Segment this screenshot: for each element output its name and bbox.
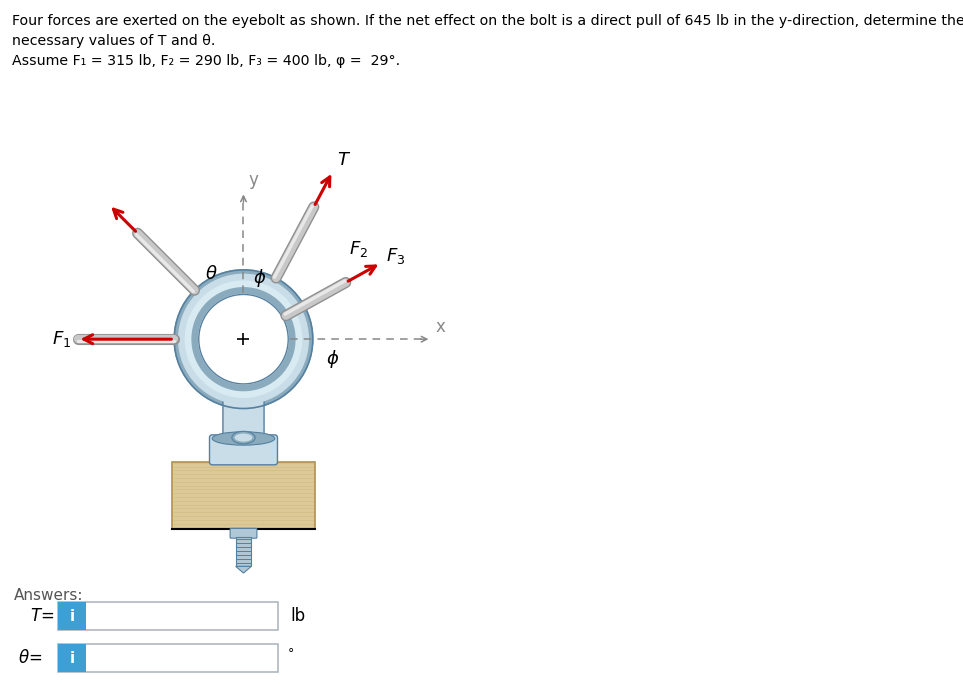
Circle shape bbox=[198, 294, 288, 384]
FancyBboxPatch shape bbox=[230, 528, 257, 538]
Ellipse shape bbox=[232, 431, 255, 444]
Text: $\phi$: $\phi$ bbox=[326, 347, 340, 369]
Bar bbox=[58, 602, 86, 630]
FancyBboxPatch shape bbox=[210, 435, 277, 465]
Text: i: i bbox=[69, 609, 74, 624]
Text: Answers:: Answers: bbox=[14, 588, 84, 603]
Text: Assume F₁ = 315 lb, F₂ = 290 lb, F₃ = 400 lb, φ =  29°.: Assume F₁ = 315 lb, F₂ = 290 lb, F₃ = 40… bbox=[12, 54, 400, 67]
Text: $\it{T}$: $\it{T}$ bbox=[337, 151, 351, 169]
Circle shape bbox=[185, 281, 301, 398]
Circle shape bbox=[179, 275, 308, 404]
Polygon shape bbox=[223, 384, 264, 433]
FancyBboxPatch shape bbox=[222, 380, 264, 437]
Text: x: x bbox=[436, 318, 446, 336]
Text: $\it{F}_3$: $\it{F}_3$ bbox=[386, 246, 405, 266]
Text: $\it{F}_2$: $\it{F}_2$ bbox=[350, 239, 369, 259]
Text: °: ° bbox=[288, 647, 295, 660]
Bar bbox=[172, 462, 315, 529]
Text: lb: lb bbox=[290, 608, 305, 625]
Circle shape bbox=[174, 270, 313, 409]
Bar bbox=[236, 537, 251, 566]
Ellipse shape bbox=[235, 433, 252, 442]
Text: i: i bbox=[69, 651, 74, 665]
Text: $\phi$: $\phi$ bbox=[253, 267, 267, 289]
Bar bbox=[58, 644, 86, 672]
Text: $\theta$: $\theta$ bbox=[205, 265, 219, 283]
Text: $\it{F}_1$: $\it{F}_1$ bbox=[52, 329, 71, 350]
Text: Four forces are exerted on the eyebolt as shown. If the net effect on the bolt i: Four forces are exerted on the eyebolt a… bbox=[12, 14, 963, 28]
Circle shape bbox=[192, 288, 295, 391]
Text: $\theta\!=\!$: $\theta\!=\!$ bbox=[18, 649, 42, 667]
Bar bbox=[58, 602, 278, 630]
Text: $T\!=\!$: $T\!=\!$ bbox=[30, 608, 55, 625]
Text: necessary values of T and θ.: necessary values of T and θ. bbox=[12, 34, 215, 47]
Polygon shape bbox=[236, 566, 251, 573]
Bar bbox=[58, 644, 278, 672]
Ellipse shape bbox=[212, 432, 274, 445]
Text: y: y bbox=[248, 171, 259, 189]
